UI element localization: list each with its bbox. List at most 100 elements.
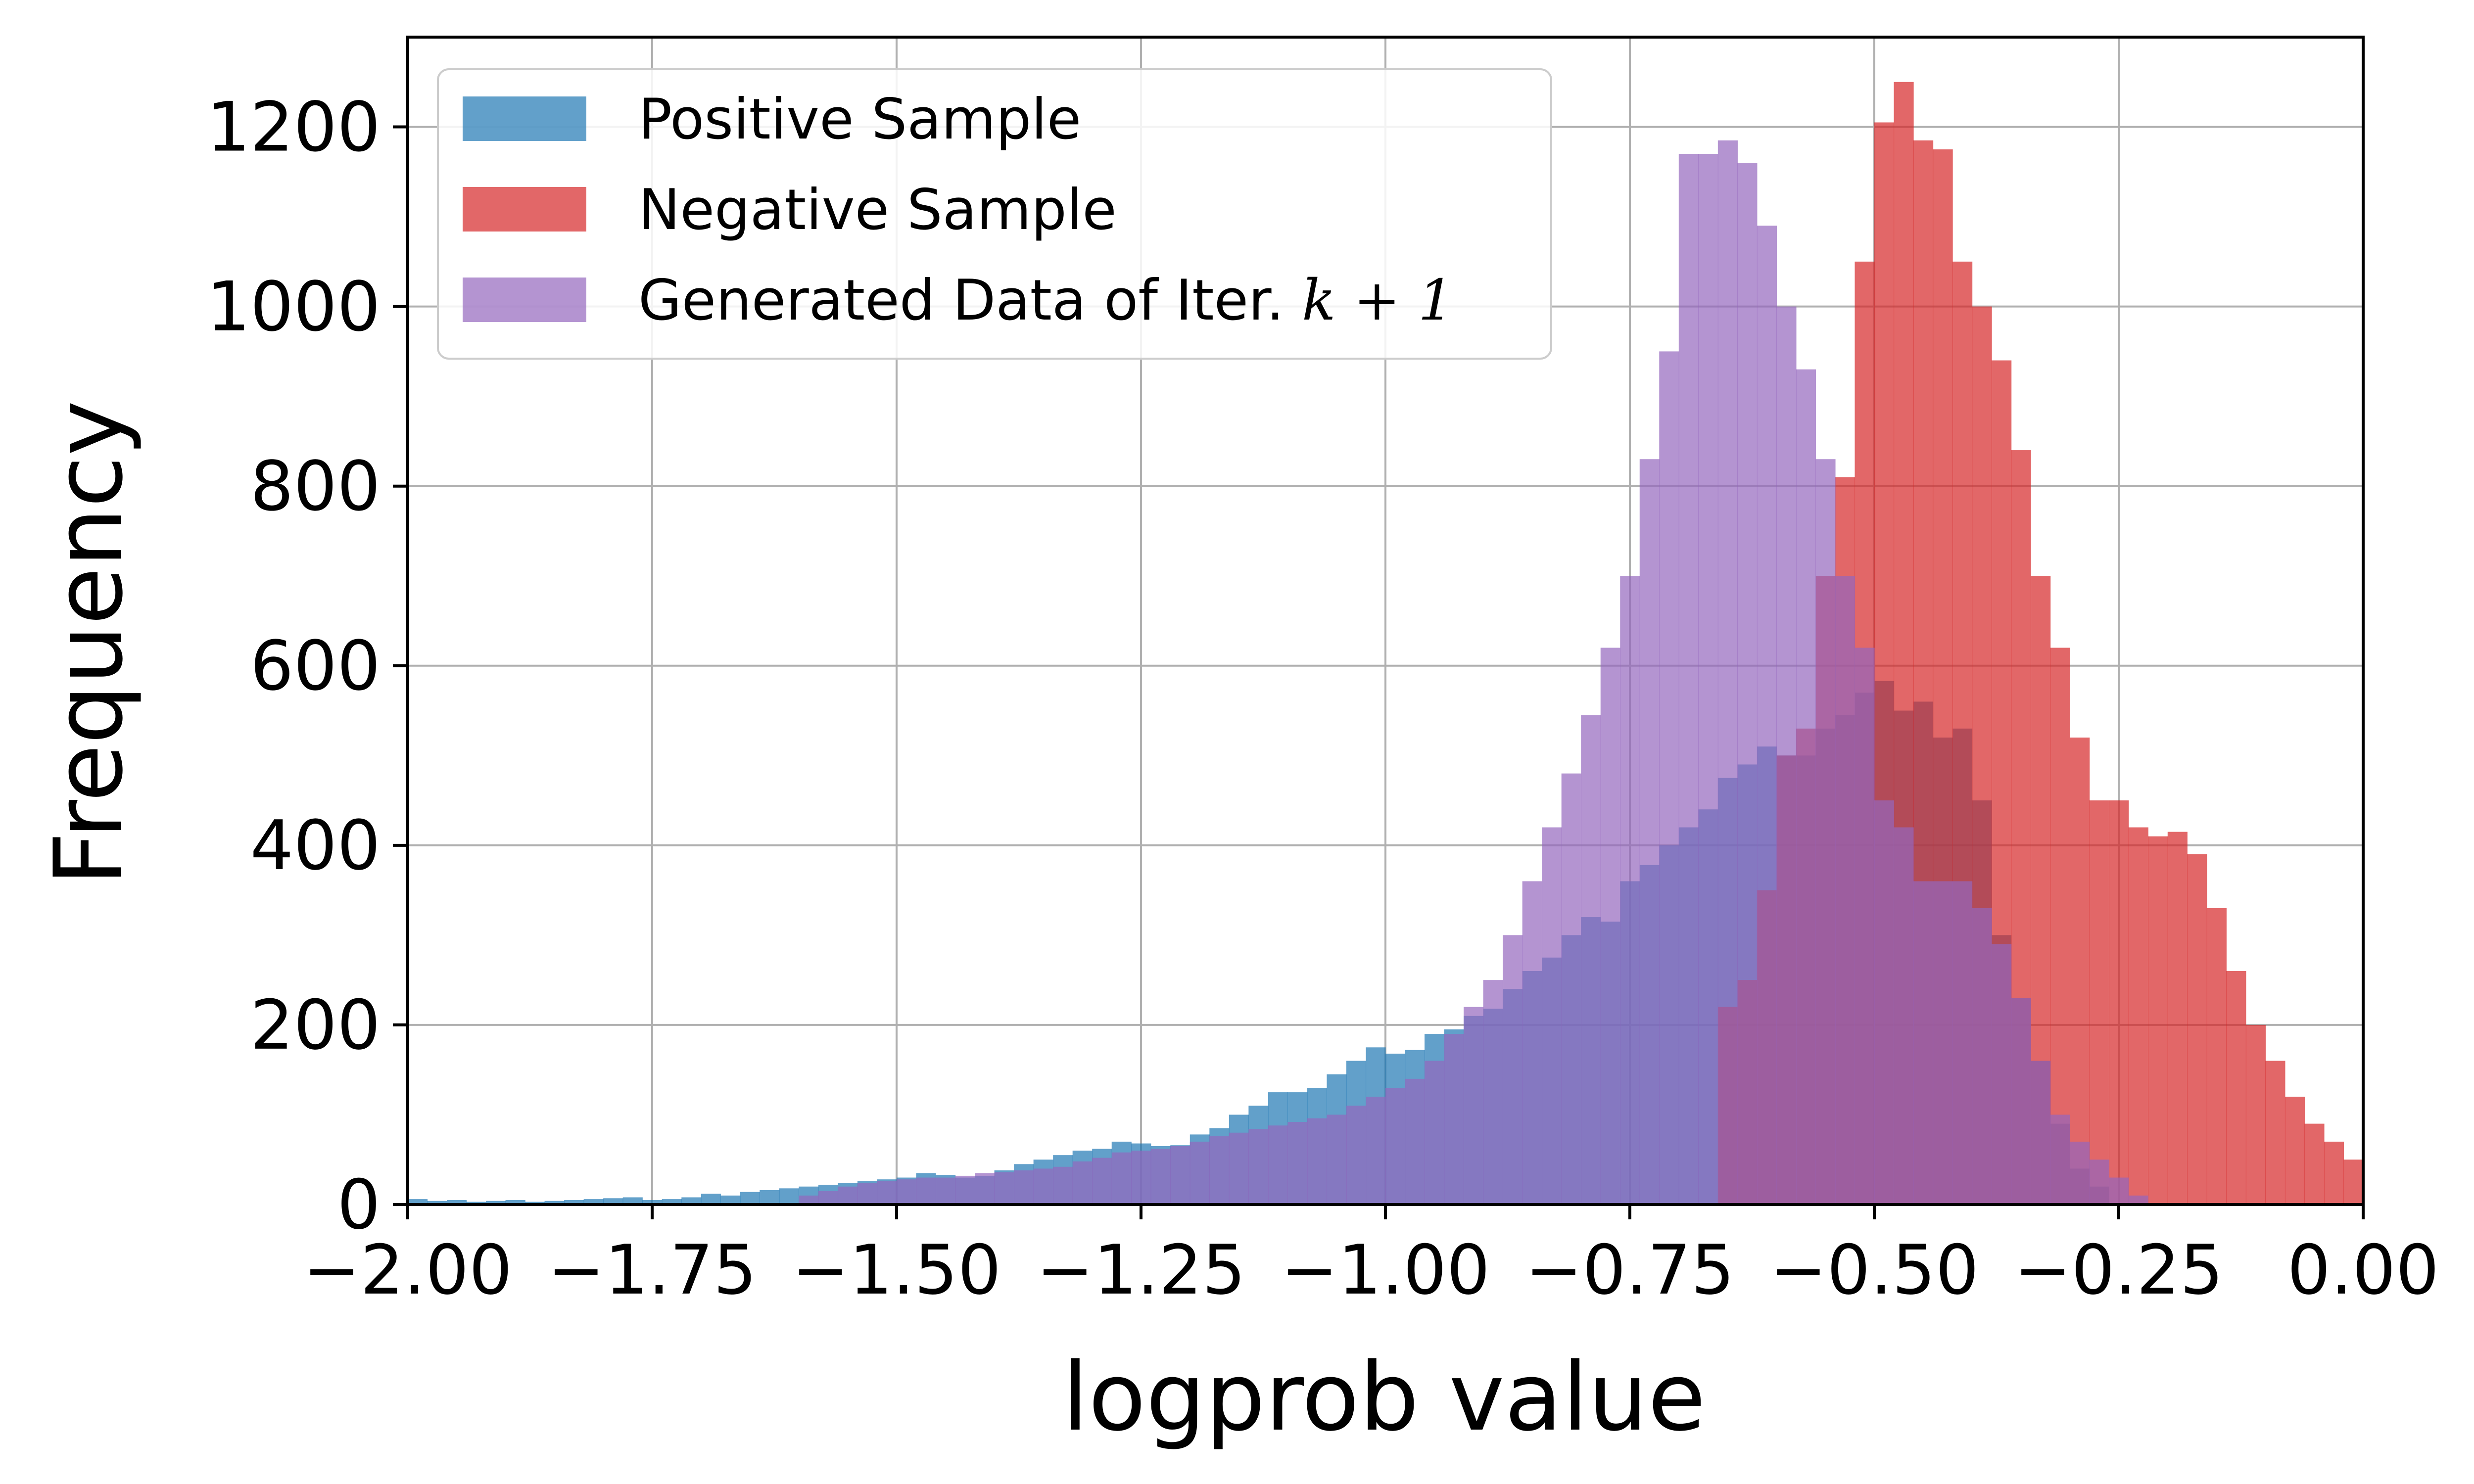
legend-swatch-generated [463,278,586,322]
bar-series0-bin-17 [740,1192,760,1205]
bar-series2-bin-49 [1757,226,1777,1205]
bar-series0-bin-13 [662,1199,682,1205]
y-tick-label-4: 800 [250,447,381,526]
bar-series2-bin-11 [1014,1170,1034,1205]
bar-series2-bin-2 [838,1186,858,1205]
bar-series2-bin-51 [1796,369,1816,1205]
bar-series1-bin-17 [2050,648,2070,1205]
legend-box [437,68,1552,360]
bar-series2-bin-18 [1150,1149,1171,1205]
bar-series2-bin-1 [818,1191,839,1205]
bar-series1-bin-32 [2343,1159,2364,1205]
bar-series1-bin-23 [2167,832,2188,1205]
bar-series2-bin-67 [2109,1177,2129,1205]
legend-label-positive: Positive Sample [638,87,1081,152]
bar-series2-bin-37 [1522,881,1542,1205]
bar-series2-bin-48 [1737,163,1758,1205]
legend-swatch-positive [463,96,586,141]
y-tick-label-2: 400 [250,806,381,885]
bar-series2-bin-28 [1346,1106,1367,1205]
bar-series1-bin-28 [2265,1061,2285,1205]
bar-series2-bin-40 [1581,715,1601,1205]
bar-series0-bin-10 [603,1198,623,1205]
x-axis-title: logprob value [1062,1343,1706,1452]
bar-series2-bin-36 [1503,935,1523,1205]
bar-series2-bin-14 [1072,1161,1093,1205]
y-tick-label-6: 1200 [207,88,381,167]
x-tick-label-5: −0.75 [1525,1230,1735,1310]
bar-series2-bin-50 [1776,306,1797,1205]
bar-series2-bin-27 [1327,1114,1347,1205]
bar-series0-bin-14 [681,1197,702,1205]
bar-series2-bin-30 [1385,1088,1406,1205]
bar-series2-bin-5 [897,1179,917,1205]
bar-series2-bin-65 [2070,1141,2090,1205]
bar-series1-bin-31 [2324,1141,2344,1205]
bar-series1-bin-18 [2070,738,2090,1205]
bar-series1-bin-27 [2245,1024,2266,1205]
bar-series2-bin-22 [1229,1132,1249,1205]
bar-series2-bin-46 [1698,154,1718,1205]
bar-series2-bin-62 [2011,998,2031,1205]
bar-series2-bin-31 [1405,1078,1425,1205]
bar-series2-bin-25 [1287,1121,1308,1205]
bar-series2-bin-26 [1307,1118,1328,1205]
bar-series2-bin-6 [916,1177,936,1205]
bar-series2-bin-68 [2128,1195,2148,1205]
bar-series0-bin-19 [779,1188,799,1205]
x-tick-label-3: −1.25 [1037,1230,1246,1310]
series-2 [799,140,2148,1205]
bar-series2-bin-19 [1170,1146,1190,1205]
bar-series0-bin-5 [505,1200,525,1205]
x-tick-label-7: −0.25 [2014,1230,2224,1310]
bar-series2-bin-52 [1815,459,1836,1205]
bar-series0-bin-16 [720,1195,741,1205]
bar-series0-bin-0 [408,1199,428,1205]
x-tick-label-0: −2.00 [303,1230,513,1310]
bar-series2-bin-45 [1678,154,1699,1205]
bar-series2-bin-32 [1425,1061,1445,1205]
bar-series2-bin-13 [1053,1166,1073,1205]
bar-series2-bin-39 [1561,773,1581,1205]
y-tick-label-0: 0 [337,1165,381,1245]
x-tick-label-8: 0.00 [2287,1230,2439,1310]
bar-series2-bin-0 [799,1195,819,1205]
bar-series1-bin-30 [2304,1123,2325,1205]
bar-series2-bin-61 [1992,944,2012,1205]
bar-series2-bin-24 [1268,1125,1288,1205]
legend-label-negative: Negative Sample [638,177,1117,242]
bar-series1-bin-19 [2089,800,2109,1205]
bar-series0-bin-4 [486,1201,506,1205]
bar-series1-bin-29 [2284,1097,2305,1205]
histogram-bars [408,82,2364,1205]
bar-series2-bin-42 [1620,576,1640,1205]
bar-series2-bin-9 [975,1173,995,1205]
bar-series0-bin-9 [583,1199,604,1205]
bar-series2-bin-64 [2050,1114,2070,1205]
bar-series0-bin-11 [622,1197,643,1205]
bar-series1-bin-20 [2109,800,2129,1205]
legend-label-generated: Generated Data of Iter. k + 1 [638,268,1454,333]
bar-series0-bin-15 [701,1194,721,1205]
bar-series1-bin-26 [2226,971,2246,1205]
y-tick-label-1: 200 [250,985,381,1065]
bar-series2-bin-4 [877,1181,897,1205]
bar-series1-bin-24 [2187,854,2207,1205]
y-tick-label-5: 1000 [207,267,381,347]
bar-series0-bin-7 [544,1201,565,1205]
bar-series2-bin-44 [1659,351,1679,1205]
bar-series2-bin-54 [1855,648,1875,1205]
legend: Positive Sample Negative Sample Generate… [437,68,1552,360]
bar-series2-bin-7 [936,1177,956,1205]
y-axis-title: Frequency [34,400,143,886]
bar-series2-bin-53 [1835,576,1856,1205]
bar-series2-bin-59 [1952,881,1973,1205]
bar-series2-bin-63 [2031,1061,2051,1205]
bar-series2-bin-57 [1913,881,1934,1205]
bar-series2-bin-12 [1033,1168,1053,1205]
bar-series2-bin-41 [1600,648,1620,1205]
bar-series2-bin-17 [1131,1151,1151,1205]
bar-series0-bin-1 [427,1201,447,1205]
bar-series2-bin-55 [1874,800,1895,1205]
